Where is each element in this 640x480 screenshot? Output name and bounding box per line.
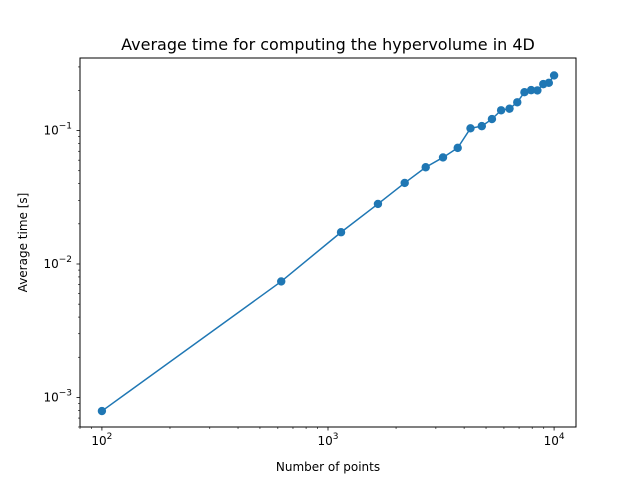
y-tick-label: 10−2 [43,255,72,271]
chart-title: Average time for computing the hypervolu… [121,35,535,54]
series-layer [97,71,559,416]
data-point [97,406,107,416]
y-axis: 10−3 10−2 10−1 [43,66,80,428]
data-point [421,163,430,172]
y-axis-label: Average time [s] [16,193,30,293]
data-point [277,277,286,286]
data-point [544,78,554,88]
data-point [373,199,383,209]
x-axis-label: Number of points [276,460,380,474]
data-point [438,153,448,162]
data-point [526,85,536,95]
data-point [513,98,522,107]
data-point [487,114,497,124]
data-point [496,106,506,115]
data-point [477,121,486,131]
y-tick-label: 10−3 [43,388,72,404]
data-point [505,104,514,113]
data-point [549,71,559,80]
data-point [520,87,529,97]
x-tick-label: 104 [544,432,565,448]
axes-frame [79,57,577,428]
data-point [533,86,542,95]
x-tick-label: 103 [317,432,338,448]
y-tick-label: 10−1 [43,122,72,138]
x-tick-label: 102 [91,432,112,448]
data-point [400,178,409,188]
data-point [336,228,346,237]
plot-area [97,71,559,416]
data-point [453,143,462,153]
data-point [466,124,475,133]
